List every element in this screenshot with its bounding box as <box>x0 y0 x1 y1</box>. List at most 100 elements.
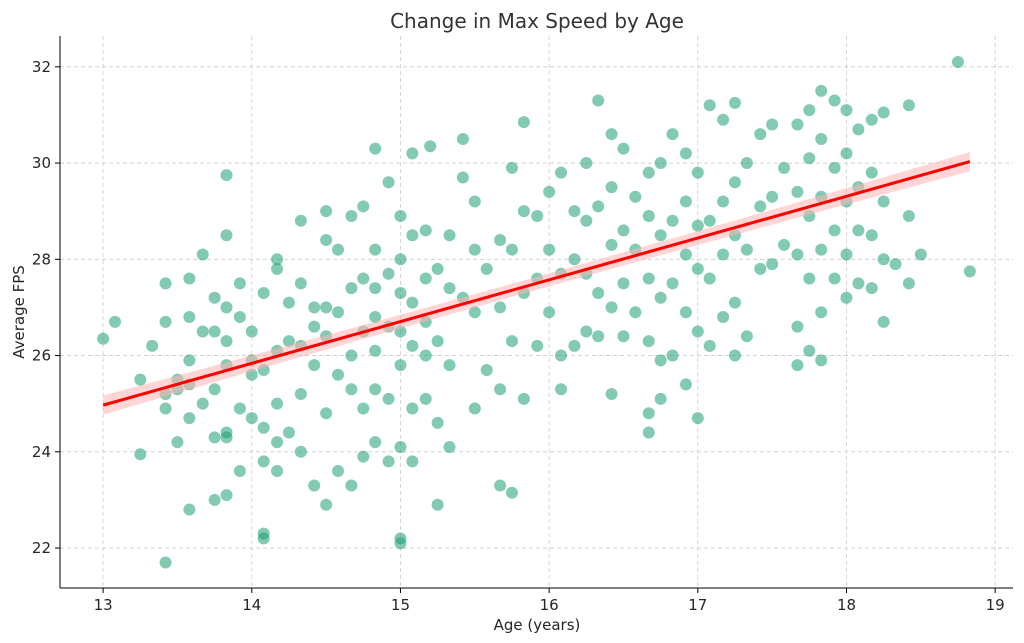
data-point <box>568 253 581 266</box>
data-point <box>778 238 791 251</box>
data-point <box>357 450 370 463</box>
data-point <box>703 214 716 227</box>
data-point <box>369 436 382 449</box>
data-point <box>271 253 284 266</box>
x-tick-label: 14 <box>242 596 261 614</box>
data-point <box>208 291 221 304</box>
data-point <box>332 368 345 381</box>
x-tick-label: 19 <box>986 596 1005 614</box>
data-point <box>679 147 692 160</box>
data-point <box>703 272 716 285</box>
data-point <box>431 335 444 348</box>
data-point <box>308 479 321 492</box>
data-point <box>271 436 284 449</box>
data-point <box>654 392 667 405</box>
data-point <box>791 248 804 261</box>
y-tick-label: 26 <box>32 347 51 365</box>
data-point <box>877 315 890 328</box>
data-points <box>97 55 976 569</box>
data-point <box>951 55 964 68</box>
data-point <box>666 349 679 362</box>
data-point <box>394 440 407 453</box>
data-point <box>605 388 618 401</box>
data-point <box>406 229 419 242</box>
data-point <box>320 301 333 314</box>
data-point <box>592 94 605 107</box>
data-point <box>443 440 456 453</box>
data-point <box>208 325 221 338</box>
data-point <box>555 349 568 362</box>
data-point <box>728 349 741 362</box>
data-point <box>382 267 395 280</box>
data-point <box>257 455 270 468</box>
data-point <box>740 243 753 256</box>
data-point <box>828 224 841 237</box>
data-point <box>963 265 976 278</box>
data-point <box>717 311 730 324</box>
data-point <box>902 209 915 222</box>
data-point <box>629 306 642 319</box>
data-point <box>740 157 753 170</box>
data-point <box>220 169 233 182</box>
data-point <box>877 106 890 119</box>
data-point <box>357 402 370 415</box>
data-point <box>642 166 655 179</box>
data-point <box>406 296 419 309</box>
data-point <box>679 306 692 319</box>
data-point <box>754 128 767 141</box>
data-point <box>592 330 605 343</box>
data-point <box>666 277 679 290</box>
data-point <box>580 214 593 227</box>
data-point <box>902 277 915 290</box>
data-point <box>717 248 730 261</box>
data-point <box>294 445 307 458</box>
data-point <box>419 272 432 285</box>
regression-line <box>102 160 971 407</box>
data-point <box>852 123 865 136</box>
data-point <box>282 426 295 439</box>
data-point <box>419 224 432 237</box>
data-point <box>617 277 630 290</box>
data-point <box>865 113 878 126</box>
data-point <box>654 229 667 242</box>
data-point <box>159 277 172 290</box>
data-point <box>233 311 246 324</box>
x-axis-label: Age (years) <box>494 616 581 634</box>
data-point <box>419 392 432 405</box>
data-point <box>691 166 704 179</box>
data-point <box>815 306 828 319</box>
data-point <box>766 258 779 271</box>
data-point <box>654 354 667 367</box>
data-point <box>914 248 927 261</box>
data-point <box>642 209 655 222</box>
data-point <box>617 142 630 155</box>
data-point <box>406 339 419 352</box>
data-point <box>666 128 679 141</box>
data-point <box>691 325 704 338</box>
data-point <box>505 161 518 174</box>
data-point <box>431 498 444 511</box>
data-point <box>791 118 804 131</box>
data-point <box>369 282 382 295</box>
data-point <box>468 243 481 256</box>
data-point <box>778 161 791 174</box>
data-point <box>369 243 382 256</box>
data-point <box>642 272 655 285</box>
data-point <box>605 128 618 141</box>
data-point <box>617 224 630 237</box>
data-point <box>183 503 196 516</box>
data-point <box>282 296 295 309</box>
data-point <box>865 282 878 295</box>
data-point <box>815 84 828 97</box>
data-point <box>282 335 295 348</box>
data-point <box>406 147 419 160</box>
data-point <box>803 104 816 117</box>
y-tick-label: 24 <box>32 443 51 461</box>
grid-lines <box>60 36 1013 588</box>
data-point <box>320 498 333 511</box>
data-point <box>654 291 667 304</box>
data-point <box>531 339 544 352</box>
data-point <box>208 431 221 444</box>
data-point <box>555 383 568 396</box>
data-point <box>679 378 692 391</box>
